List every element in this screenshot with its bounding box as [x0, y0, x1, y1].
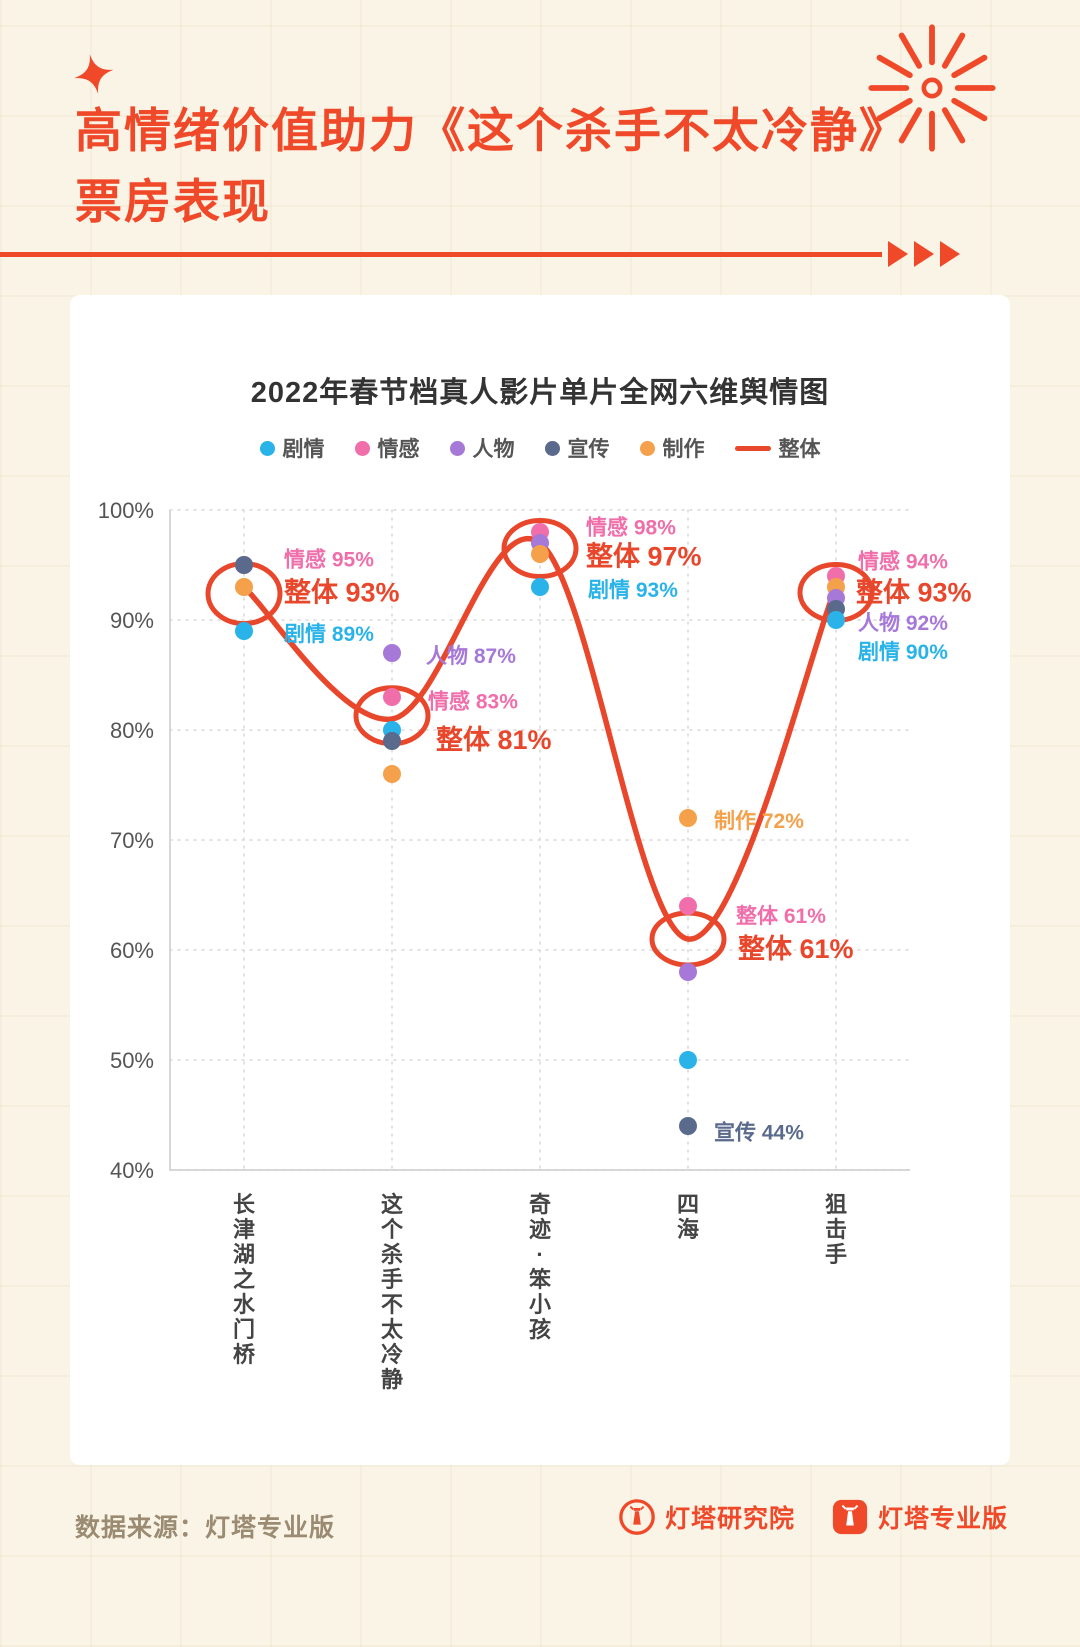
- annotation-label: 剧情 90%: [858, 640, 948, 664]
- point-production: [383, 765, 401, 783]
- chart-legend: 剧情 情感 人物 宣传 制作 整体: [70, 433, 1010, 463]
- point-plot: [679, 1051, 697, 1069]
- y-tick-label: 80%: [110, 718, 154, 743]
- dengta-pro-logo: 灯塔专业版: [831, 1498, 1008, 1536]
- legend-label: 剧情: [282, 438, 325, 461]
- annotation-label: 人物 87%: [426, 644, 516, 668]
- legend-label: 宣传: [567, 438, 610, 461]
- point-plot: [827, 611, 845, 629]
- point-emotion: [383, 688, 401, 706]
- page-title-line1: 高情绪价值助力《这个杀手不太冷静》: [75, 104, 908, 157]
- footer-logos: 灯塔研究院 灯塔专业版: [618, 1498, 1008, 1536]
- annotation-label: 剧情 89%: [284, 622, 374, 646]
- legend-label: 人物: [472, 438, 515, 461]
- lighthouse-square-icon: [832, 1499, 868, 1535]
- legend-label: 情感: [377, 438, 420, 461]
- x-category-label: 四海: [677, 1192, 699, 1242]
- data-source-text: 数据来源：灯塔专业版: [75, 1514, 336, 1542]
- overall-legend-mark: [734, 445, 771, 451]
- legend-item-production: 制作: [639, 433, 705, 463]
- plot-legend-mark: [259, 440, 275, 456]
- point-production: [235, 578, 253, 596]
- legend-item-overall: 整体: [734, 433, 821, 463]
- point-promotion: [383, 732, 401, 750]
- annotation-label: 情感 94%: [858, 550, 948, 574]
- y-tick-label: 100%: [98, 498, 154, 523]
- annotation-label: 剧情 93%: [588, 578, 678, 602]
- x-category-label: 狙击手: [825, 1192, 847, 1267]
- character-legend-mark: [449, 440, 465, 456]
- point-promotion: [679, 1117, 697, 1135]
- overall-annotation: 整体 97%: [586, 541, 702, 571]
- point-plot: [235, 622, 253, 640]
- annotation-label: 宣传 44%: [714, 1121, 804, 1145]
- fireworks-icon: [868, 24, 996, 152]
- legend-label: 制作: [662, 438, 705, 461]
- point-character: [679, 963, 697, 981]
- overall-highlight-circle: [501, 518, 579, 579]
- x-category-label: 长津湖之水门桥: [233, 1192, 256, 1367]
- annotation-label: 情感 83%: [428, 689, 518, 713]
- annotation-label: 人物 92%: [858, 611, 948, 635]
- overall-annotation: 整体 93%: [284, 578, 400, 608]
- legend-item-promotion: 宣传: [544, 433, 610, 463]
- point-production: [531, 545, 549, 563]
- legend-item-emotion: 情感: [354, 433, 420, 463]
- y-tick-label: 60%: [110, 938, 154, 963]
- chart-title: 2022年春节档真人影片单片全网六维舆情图: [250, 377, 830, 409]
- point-production: [679, 809, 697, 827]
- legend-label: 整体: [778, 438, 821, 461]
- x-category-label: 这个杀手不太冷静: [381, 1192, 404, 1392]
- emotion-legend-mark: [354, 440, 370, 456]
- dengta-research-logo: 灯塔研究院: [618, 1498, 795, 1536]
- annotation-label: 制作 72%: [714, 809, 804, 833]
- chart-card: 2022年春节档真人影片单片全网六维舆情图 剧情 情感 人物 宣传 制作 整体 100% 9…: [70, 295, 1010, 1465]
- sparkle-icon: [74, 54, 114, 94]
- y-tick-label: 40%: [110, 1158, 154, 1183]
- y-tick-label: 50%: [110, 1048, 154, 1073]
- point-promotion: [235, 556, 253, 574]
- lighthouse-circle-icon: [619, 1499, 655, 1535]
- y-tick-label: 70%: [110, 828, 154, 853]
- point-character: [383, 644, 401, 662]
- point-plot: [531, 578, 549, 596]
- legend-item-character: 人物: [449, 433, 515, 463]
- production-legend-mark: [639, 440, 655, 456]
- legend-item-plot: 剧情: [259, 433, 325, 463]
- overall-annotation: 整体 81%: [436, 725, 552, 755]
- sentiment-scatter-chart: 100% 90% 80% 70% 60% 50% 40% 长津湖之水门桥 这个杀手不太冷静 奇迹·…: [98, 498, 972, 1392]
- forward-arrows-icon: [888, 241, 960, 267]
- promotion-legend-mark: [544, 440, 560, 456]
- annotation-label: 整体 61%: [736, 904, 826, 928]
- y-tick-label: 90%: [110, 608, 154, 633]
- x-category-label: 奇迹·笨小孩: [529, 1192, 551, 1342]
- overall-line-path: [241, 536, 839, 942]
- title-divider: [0, 252, 882, 257]
- annotation-label: 情感 95%: [284, 547, 374, 571]
- point-emotion: [679, 897, 697, 915]
- overall-annotation: 整体 93%: [856, 578, 972, 608]
- page-title-line2: 票房表现: [75, 174, 271, 228]
- dengta-research-label: 灯塔研究院: [664, 1505, 795, 1533]
- overall-annotation: 整体 61%: [738, 934, 854, 964]
- dengta-pro-label: 灯塔专业版: [877, 1505, 1008, 1533]
- annotation-label: 情感 98%: [586, 516, 676, 540]
- page-title: 高情绪价值助力《这个杀手不太冷静》 票房表现: [75, 96, 975, 237]
